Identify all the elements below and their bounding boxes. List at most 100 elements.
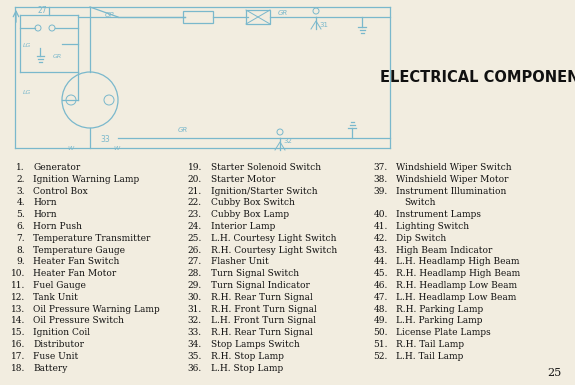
Text: 43.: 43. <box>374 246 388 254</box>
Text: Instrument Illumination: Instrument Illumination <box>396 187 507 196</box>
Text: R.H. Rear Turn Signal: R.H. Rear Turn Signal <box>211 328 313 337</box>
Text: L.H. Headlamp Low Beam: L.H. Headlamp Low Beam <box>396 293 516 302</box>
Text: 51.: 51. <box>374 340 388 349</box>
Text: 41.: 41. <box>374 222 388 231</box>
Text: 21.: 21. <box>188 187 202 196</box>
Text: R.H. Tail Lamp: R.H. Tail Lamp <box>396 340 464 349</box>
Text: 14.: 14. <box>10 316 25 325</box>
Text: Horn: Horn <box>33 210 56 219</box>
Text: 40.: 40. <box>374 210 388 219</box>
Text: GP: GP <box>105 12 114 18</box>
Text: 6.: 6. <box>16 222 25 231</box>
Text: Oil Pressure Warning Lamp: Oil Pressure Warning Lamp <box>33 305 160 314</box>
Text: 20.: 20. <box>188 175 202 184</box>
Text: LG: LG <box>23 90 32 95</box>
Text: L.H. Stop Lamp: L.H. Stop Lamp <box>211 363 283 373</box>
Text: L.H. Tail Lamp: L.H. Tail Lamp <box>396 352 463 361</box>
Text: W: W <box>67 146 73 151</box>
Text: 48.: 48. <box>374 305 388 314</box>
Text: 37.: 37. <box>374 163 388 172</box>
Text: Control Box: Control Box <box>33 187 88 196</box>
Text: 13.: 13. <box>11 305 25 314</box>
Text: Switch: Switch <box>404 198 435 208</box>
Text: Lighting Switch: Lighting Switch <box>396 222 469 231</box>
Text: Fuel Gauge: Fuel Gauge <box>33 281 86 290</box>
Text: 46.: 46. <box>374 281 388 290</box>
Text: 50.: 50. <box>374 328 388 337</box>
Text: Horn: Horn <box>33 198 56 208</box>
Text: 10.: 10. <box>10 269 25 278</box>
Text: 18.: 18. <box>10 363 25 373</box>
Text: 34.: 34. <box>188 340 202 349</box>
Text: 4.: 4. <box>16 198 25 208</box>
Text: Temperature Transmitter: Temperature Transmitter <box>33 234 151 243</box>
Text: Battery: Battery <box>33 363 67 373</box>
Text: L.H. Headlamp High Beam: L.H. Headlamp High Beam <box>396 258 519 266</box>
Text: License Plate Lamps: License Plate Lamps <box>396 328 490 337</box>
Text: 11.: 11. <box>10 281 25 290</box>
Text: 22.: 22. <box>188 198 202 208</box>
Text: 2.: 2. <box>17 175 25 184</box>
Text: 23.: 23. <box>188 210 202 219</box>
Text: W: W <box>113 146 119 151</box>
Text: 28.: 28. <box>188 269 202 278</box>
Text: 39.: 39. <box>374 187 388 196</box>
Text: 12.: 12. <box>11 293 25 302</box>
Text: 33: 33 <box>100 135 110 144</box>
Text: Starter Motor: Starter Motor <box>211 175 275 184</box>
Text: 9.: 9. <box>16 258 25 266</box>
Text: 33.: 33. <box>188 328 202 337</box>
Text: GR: GR <box>178 127 188 133</box>
Text: 38.: 38. <box>374 175 388 184</box>
Text: Windshield Wiper Motor: Windshield Wiper Motor <box>396 175 508 184</box>
Text: Heater Fan Switch: Heater Fan Switch <box>33 258 120 266</box>
Text: 7.: 7. <box>16 234 25 243</box>
Text: Interior Lamp: Interior Lamp <box>211 222 275 231</box>
Text: R.H. Headlamp High Beam: R.H. Headlamp High Beam <box>396 269 520 278</box>
Text: Oil Pressure Switch: Oil Pressure Switch <box>33 316 124 325</box>
Text: 16.: 16. <box>10 340 25 349</box>
Text: 1.: 1. <box>16 163 25 172</box>
Text: Fuse Unit: Fuse Unit <box>33 352 78 361</box>
Text: 3.: 3. <box>17 187 25 196</box>
Text: 26.: 26. <box>188 246 202 254</box>
Text: Cubby Box Switch: Cubby Box Switch <box>211 198 295 208</box>
Text: 17.: 17. <box>10 352 25 361</box>
Text: R.H. Courtesy Light Switch: R.H. Courtesy Light Switch <box>211 246 338 254</box>
Text: Distributor: Distributor <box>33 340 84 349</box>
Text: Generator: Generator <box>33 163 80 172</box>
Text: Heater Fan Motor: Heater Fan Motor <box>33 269 116 278</box>
Text: R.H. Parking Lamp: R.H. Parking Lamp <box>396 305 483 314</box>
Text: 24.: 24. <box>188 222 202 231</box>
Text: 32.: 32. <box>188 316 202 325</box>
Text: Ignition Warning Lamp: Ignition Warning Lamp <box>33 175 139 184</box>
Text: 29.: 29. <box>188 281 202 290</box>
Text: 25.: 25. <box>187 234 202 243</box>
Text: Stop Lamps Switch: Stop Lamps Switch <box>211 340 300 349</box>
Bar <box>246 10 270 24</box>
Text: 5.: 5. <box>16 210 25 219</box>
Text: Tank Unit: Tank Unit <box>33 293 78 302</box>
Text: 44.: 44. <box>374 258 388 266</box>
Text: Starter Solenoid Switch: Starter Solenoid Switch <box>211 163 321 172</box>
Text: R.H. Front Turn Signal: R.H. Front Turn Signal <box>211 305 317 314</box>
Text: Ignition Coil: Ignition Coil <box>33 328 90 337</box>
Text: 31.: 31. <box>188 305 202 314</box>
Bar <box>183 11 213 23</box>
Text: Temperature Gauge: Temperature Gauge <box>33 246 125 254</box>
Text: 15.: 15. <box>10 328 25 337</box>
Text: L.H. Front Turn Signal: L.H. Front Turn Signal <box>211 316 316 325</box>
Text: R.H. Rear Turn Signal: R.H. Rear Turn Signal <box>211 293 313 302</box>
Text: 30.: 30. <box>188 293 202 302</box>
Text: GR: GR <box>278 10 288 16</box>
Text: ELECTRICAL COMPONENTS: ELECTRICAL COMPONENTS <box>380 70 575 85</box>
Text: 32: 32 <box>283 138 292 144</box>
Text: 25: 25 <box>548 368 562 378</box>
Text: 47.: 47. <box>374 293 388 302</box>
Text: Turn Signal Switch: Turn Signal Switch <box>211 269 299 278</box>
Text: 52.: 52. <box>374 352 388 361</box>
Text: 27.: 27. <box>188 258 202 266</box>
Text: LG: LG <box>23 43 32 48</box>
Text: 35.: 35. <box>187 352 202 361</box>
Text: R.H. Stop Lamp: R.H. Stop Lamp <box>211 352 284 361</box>
